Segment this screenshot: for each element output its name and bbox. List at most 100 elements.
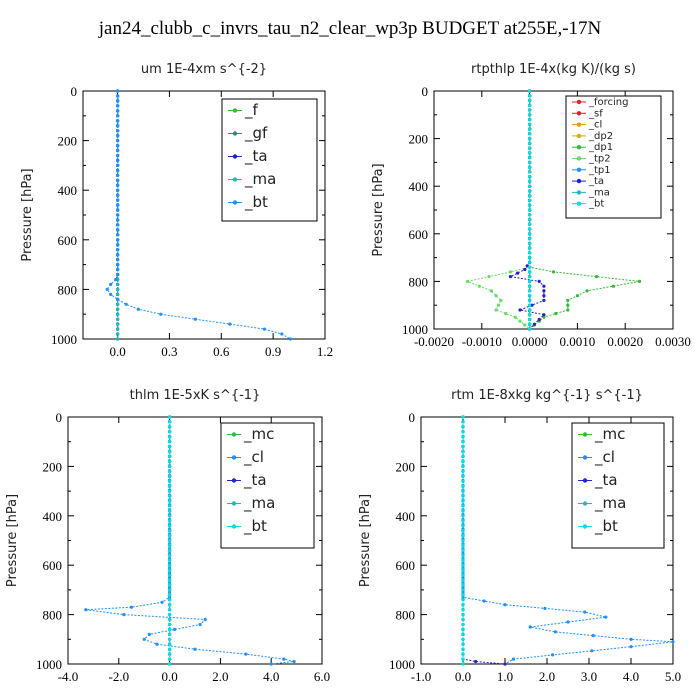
legend-marker bbox=[576, 111, 582, 116]
legend-label: _forcing bbox=[588, 97, 629, 108]
data-point bbox=[528, 146, 532, 150]
legend-marker bbox=[232, 200, 238, 205]
data-point bbox=[528, 94, 532, 98]
data-point bbox=[528, 294, 532, 298]
data-point bbox=[168, 657, 172, 661]
data-point bbox=[528, 313, 532, 317]
y-tick-label: 800 bbox=[58, 282, 78, 297]
data-point bbox=[116, 183, 120, 187]
legend-marker bbox=[576, 122, 582, 127]
data-point bbox=[637, 279, 642, 283]
data-point bbox=[168, 568, 172, 572]
data-point bbox=[168, 563, 172, 567]
data-point bbox=[116, 193, 120, 197]
data-point bbox=[168, 420, 172, 424]
data-point bbox=[461, 484, 465, 488]
data-point bbox=[461, 435, 465, 439]
data-point bbox=[461, 524, 465, 528]
data-point bbox=[168, 514, 172, 518]
data-point bbox=[160, 600, 164, 604]
x-tick-label: -0.0020 bbox=[414, 334, 454, 349]
legend-label: _ta bbox=[588, 176, 604, 187]
x-tick-label: 0.0030 bbox=[655, 334, 691, 349]
series-line-ta bbox=[508, 91, 545, 330]
data-point bbox=[116, 168, 120, 172]
data-point bbox=[461, 529, 465, 533]
data-point bbox=[461, 519, 465, 523]
data-point bbox=[116, 228, 120, 232]
data-point bbox=[124, 302, 128, 306]
data-point bbox=[269, 662, 273, 666]
data-point bbox=[116, 94, 120, 98]
data-point bbox=[511, 657, 515, 661]
data-point bbox=[461, 445, 465, 449]
y-tick-label: 200 bbox=[43, 459, 63, 474]
data-point bbox=[114, 277, 118, 282]
data-point bbox=[461, 534, 465, 538]
y-tick-label: 0 bbox=[409, 410, 416, 425]
data-point bbox=[528, 113, 532, 117]
data-point bbox=[116, 268, 120, 272]
data-point bbox=[542, 294, 546, 298]
legend-label: _cl bbox=[588, 120, 602, 131]
data-point bbox=[487, 275, 491, 279]
data-point bbox=[168, 459, 172, 464]
data-point bbox=[461, 504, 465, 508]
data-point bbox=[461, 657, 465, 661]
data-point bbox=[528, 108, 532, 112]
x-tick-label: 1.2 bbox=[317, 344, 333, 359]
data-point bbox=[116, 109, 120, 113]
data-point bbox=[168, 519, 172, 523]
data-point bbox=[528, 132, 532, 136]
data-point bbox=[461, 593, 465, 597]
data-point bbox=[116, 327, 120, 331]
data-point bbox=[530, 303, 534, 307]
data-point bbox=[528, 213, 532, 217]
legend-label: _ta bbox=[243, 471, 267, 490]
legend-label: _ta bbox=[594, 471, 618, 490]
data-point bbox=[461, 573, 465, 577]
data-point bbox=[168, 588, 172, 592]
legend-marker bbox=[231, 432, 237, 437]
legend-marker bbox=[231, 501, 237, 506]
data-point bbox=[461, 613, 465, 617]
x-tick-label: -2.0 bbox=[109, 669, 130, 684]
data-point bbox=[494, 308, 498, 312]
data-point bbox=[566, 298, 570, 302]
data-point bbox=[523, 323, 527, 327]
legend-label: _cl bbox=[594, 448, 615, 467]
data-point bbox=[116, 203, 120, 207]
data-point bbox=[461, 543, 465, 548]
data-point bbox=[168, 553, 172, 557]
series-line-cl bbox=[462, 417, 674, 665]
data-point bbox=[116, 104, 120, 108]
data-point bbox=[129, 605, 134, 609]
chart-title: thlm 1E-5xK s^{-1} bbox=[130, 388, 261, 403]
data-point bbox=[528, 118, 532, 122]
data-point bbox=[542, 315, 546, 319]
data-point bbox=[489, 289, 493, 293]
data-point bbox=[554, 311, 558, 316]
data-point bbox=[168, 573, 172, 577]
data-point bbox=[116, 253, 120, 257]
x-tick-label: 0.9 bbox=[265, 344, 281, 359]
data-point bbox=[142, 637, 146, 641]
series-line-cl bbox=[85, 417, 295, 665]
legend-label: _tp1 bbox=[588, 165, 611, 176]
data-point bbox=[168, 524, 172, 528]
data-point bbox=[508, 275, 513, 279]
data-point bbox=[516, 271, 520, 275]
data-point bbox=[465, 279, 470, 283]
chart-title: rtpthlp 1E-4x(kg K)/(kg s) bbox=[471, 62, 636, 77]
legend-marker bbox=[582, 501, 588, 506]
data-point bbox=[280, 332, 284, 336]
legend-label: _ma bbox=[243, 494, 275, 513]
legend-marker bbox=[582, 455, 588, 460]
data-point bbox=[551, 270, 556, 274]
legend-label: _f bbox=[244, 101, 259, 120]
data-point bbox=[528, 289, 532, 293]
data-point bbox=[168, 652, 172, 656]
legend-marker bbox=[582, 524, 588, 529]
data-point bbox=[116, 243, 120, 247]
data-point bbox=[116, 173, 120, 177]
